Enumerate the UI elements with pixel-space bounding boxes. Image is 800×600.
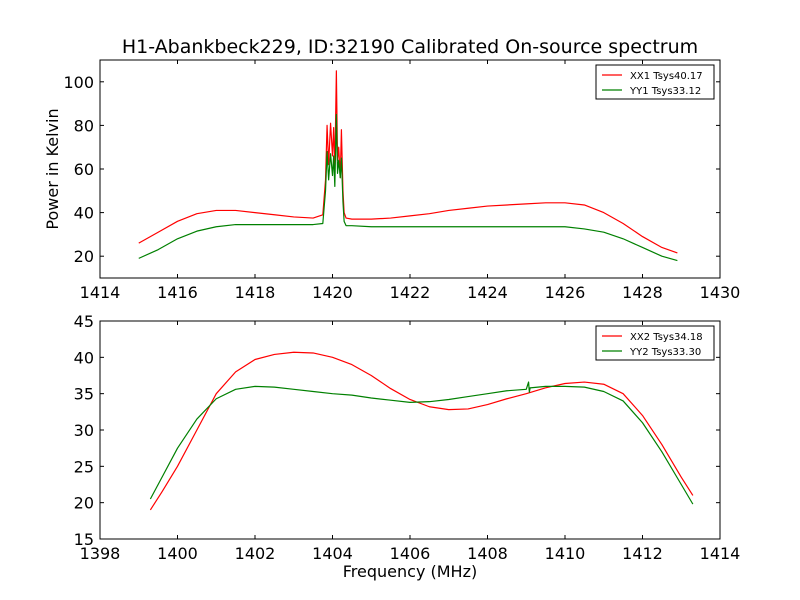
bottom-y-tick-label: 30 (74, 421, 94, 440)
top-x-tick-label: 1426 (545, 283, 586, 302)
bottom-x-tick-label: 1400 (157, 544, 198, 563)
top-chart-title: H1-Abankbeck229, ID:32190 Calibrated On-… (122, 36, 698, 58)
top-x-tick-label: 1420 (312, 283, 353, 302)
bottom-x-tick-label: 1406 (390, 544, 431, 563)
top-x-tick-label: 1416 (157, 283, 198, 302)
top-y-tick-label: 100 (63, 73, 94, 92)
top-series-line-1 (138, 70, 678, 254)
bottom-y-tick-label: 40 (74, 348, 94, 367)
bottom-y-tick-label: 15 (74, 530, 94, 549)
bottom-chart: 1398 1400 1402 1404 1406 1408 1410 1412 1414 15 20… (74, 312, 741, 581)
bottom-x-tick-label: 1408 (467, 544, 508, 563)
top-chart: 1414 1416 1418 1420 1422 1424 1426 1428 1430 20 40… (43, 36, 740, 302)
bottom-series-line-2 (149, 381, 694, 505)
top-x-tick-label: 1428 (622, 283, 663, 302)
bottom-x-tick-label: 1398 (80, 544, 121, 563)
bottom-legend-box (595, 325, 715, 361)
top-y-tick-label: 20 (74, 247, 94, 266)
bottom-x-tick-label: 1414 (700, 544, 741, 563)
top-y-tick-label: 80 (74, 116, 94, 135)
top-legend-box (595, 64, 715, 100)
top-y-tick-label: 60 (74, 160, 94, 179)
bottom-legend-label-1: XX2 Tsys34.18 (630, 332, 703, 343)
bottom-x-tick-label: 1410 (545, 544, 586, 563)
bottom-x-axis-label: Frequency (MHz) (343, 562, 477, 581)
bottom-y-tick-label: 45 (74, 312, 94, 331)
top-legend: XX1 Tsys40.17 YY1 Tsys33.12 (595, 64, 715, 100)
bottom-x-tick-label: 1402 (235, 544, 276, 563)
top-legend-label-2: YY1 Tsys33.12 (629, 86, 701, 97)
top-x-tick-label: 1430 (700, 283, 741, 302)
top-y-tick-label: 40 (74, 204, 94, 223)
bottom-series-line-1 (149, 351, 694, 511)
bottom-x-tick-label: 1412 (622, 544, 663, 563)
top-legend-label-1: XX1 Tsys40.17 (630, 71, 703, 82)
bottom-x-tick-label: 1404 (312, 544, 353, 563)
bottom-legend-label-2: YY2 Tsys33.30 (629, 347, 701, 358)
bottom-y-tick-label: 25 (74, 457, 94, 476)
bottom-y-tick-label: 35 (74, 385, 94, 404)
top-x-tick-label: 1424 (467, 283, 508, 302)
top-x-tick-label: 1418 (235, 283, 276, 302)
bottom-y-tick-label: 20 (74, 494, 94, 513)
top-series-line-2 (138, 113, 678, 262)
top-x-tick-label: 1414 (80, 283, 121, 302)
top-x-tick-label: 1422 (390, 283, 431, 302)
top-y-axis-label: Power in Kelvin (43, 108, 62, 229)
bottom-legend: XX2 Tsys34.18 YY2 Tsys33.30 (595, 325, 715, 361)
